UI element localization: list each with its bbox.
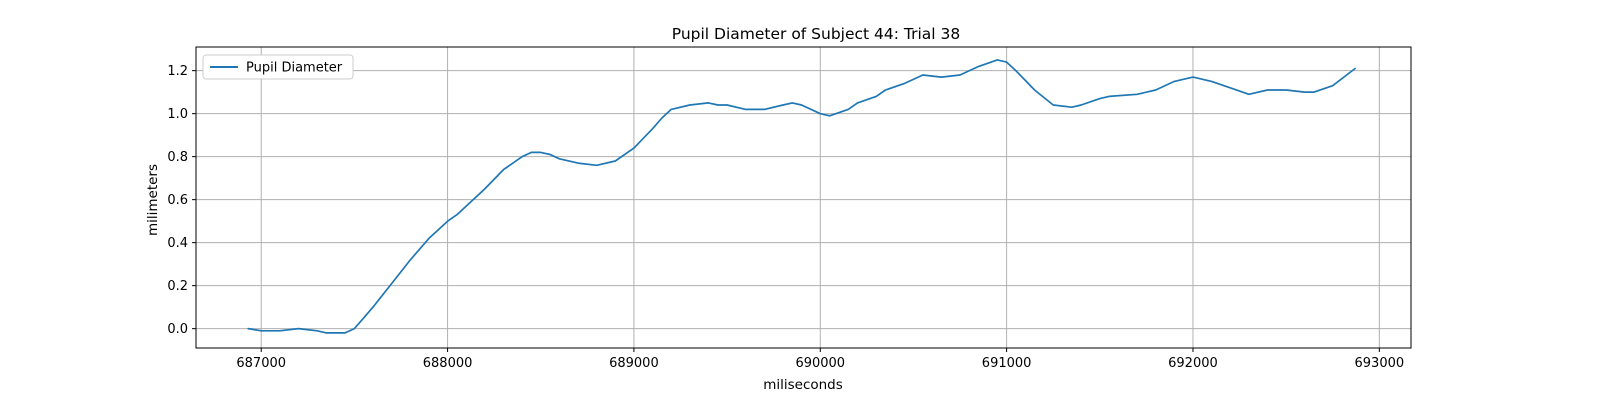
ticks: 687000 688000 689000 690000 691000 692000 6930… (167, 64, 1404, 371)
series-line-pupil-diameter (247, 59, 1356, 334)
y-tick-label: 0.2 (167, 279, 188, 294)
x-axis-label: miliseconds (763, 377, 843, 393)
x-tick-label: 693000 (1355, 356, 1405, 371)
plot-area (196, 47, 1411, 348)
y-tick-label: 0.4 (167, 236, 188, 251)
y-tick-label: 0.8 (167, 150, 188, 165)
x-tick-label: 690000 (795, 356, 845, 371)
y-tick-label: 1.0 (167, 107, 188, 122)
x-tick-label: 691000 (982, 356, 1032, 371)
x-tick-label: 692000 (1168, 356, 1218, 371)
legend-box (202, 54, 354, 80)
x-tick-label: 688000 (423, 356, 473, 371)
x-tick-label: 687000 (236, 356, 286, 371)
series-layer (247, 59, 1356, 334)
y-axis-label: milimeters (145, 164, 161, 236)
plot-frame (195, 46, 1412, 349)
y-tick-label: 0.0 (167, 322, 188, 337)
y-tick-label: 1.2 (167, 64, 188, 79)
legend: Pupil Diameter (202, 54, 354, 80)
legend-entry-pupil-diameter: Pupil Diameter (246, 61, 343, 76)
x-tick-label: 689000 (609, 356, 659, 371)
y-tick-label: 0.6 (167, 193, 188, 208)
grid-lines (196, 47, 1411, 348)
chart-title: Pupil Diameter of Subject 44: Trial 38 (672, 25, 961, 43)
